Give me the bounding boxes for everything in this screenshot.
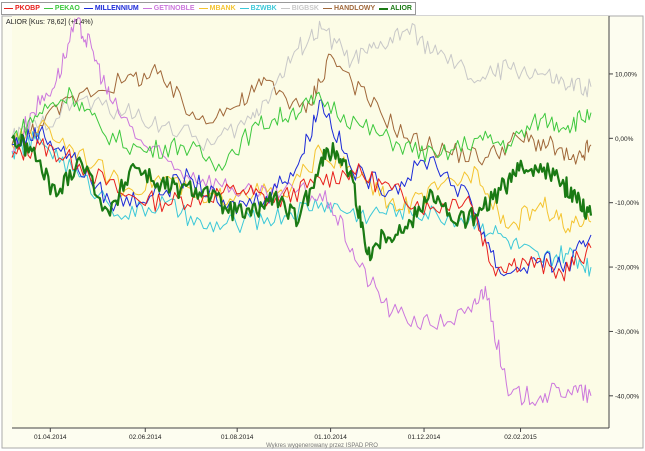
legend-label: ALIOR — [390, 5, 412, 12]
legend-label: MILLENNIUM — [94, 5, 139, 12]
x-tick-label: 01.08.2014 — [221, 434, 254, 441]
legend-swatch — [43, 8, 53, 9]
y-axis-ticks: 10,00% 0,00% -10,00% -20,00% -30,00% -40,00% — [609, 71, 639, 400]
x-tick-label: 01.10.2014 — [314, 434, 347, 441]
legend-label: GETINOBLE — [153, 5, 195, 12]
x-tick-label: 02.02.2015 — [504, 434, 537, 441]
x-tick-label: 02.06.2014 — [129, 434, 162, 441]
y-tick-label: -40,00% — [615, 393, 639, 400]
legend-item-alior: ALIOR — [379, 3, 412, 14]
series-line-getinoble — [11, 17, 592, 406]
legend-swatch — [83, 8, 93, 9]
y-tick-label: 10,00% — [615, 71, 637, 78]
legend-item-getinoble: GETINOBLE — [142, 3, 195, 14]
legend-item-mbank: MBANK — [198, 3, 236, 14]
legend-item-bzwbk: BZWBK — [239, 3, 277, 14]
legend-swatch — [239, 8, 249, 9]
legend-label: BZWBK — [250, 5, 277, 12]
legend-swatch — [142, 8, 152, 9]
series-line-mbank — [11, 119, 592, 234]
legend-swatch — [379, 7, 389, 10]
legend-label: MBANK — [209, 5, 236, 12]
series-layer — [11, 17, 593, 406]
chart-footer: Wykres wygenerowany przez ISPAD PRO — [266, 443, 378, 449]
series-line-bigbsk — [11, 20, 592, 152]
legend-label: BIGBSK — [291, 5, 319, 12]
x-tick-label: 01.12.2014 — [408, 434, 441, 441]
y-tick-label: -30,00% — [615, 329, 639, 336]
series-line-handlowy — [11, 53, 592, 166]
legend-swatch — [280, 8, 290, 9]
legend-label: PKOBP — [15, 5, 40, 12]
legend-item-handlowy: HANDLOWY — [322, 3, 376, 14]
legend-item-millennium: MILLENNIUM — [83, 3, 139, 14]
series-line-bzwbk — [11, 131, 592, 277]
chart-legend: PKOBP PEKAO MILLENNIUM GETINOBLE MBANK BZWBK B… — [1, 2, 416, 15]
series-line-alior — [11, 133, 593, 262]
x-axis-ticks: 01.04.2014 02.06.2014 01.08.2014 01.10.2014… — [34, 428, 537, 441]
legend-label: PEKAO — [54, 5, 80, 12]
legend-item-pkobp: PKOBP — [4, 3, 40, 14]
y-tick-label: -20,00% — [615, 265, 639, 272]
y-tick-label: -10,00% — [615, 200, 639, 207]
legend-label: HANDLOWY — [333, 5, 376, 12]
legend-swatch — [198, 8, 208, 9]
y-tick-label: 0,00% — [615, 136, 634, 143]
series-line-millennium — [11, 99, 592, 277]
legend-item-bigbsk: BIGBSK — [280, 3, 319, 14]
legend-item-pekao: PEKAO — [43, 3, 80, 14]
x-tick-label: 01.04.2014 — [34, 434, 67, 441]
legend-swatch — [322, 8, 332, 9]
series-line-pekao — [11, 87, 592, 172]
instrument-label: ALIOR [Kus: 78,62] (+1,4%) — [6, 19, 93, 26]
plot-area — [12, 16, 609, 428]
legend-swatch — [4, 8, 13, 9]
